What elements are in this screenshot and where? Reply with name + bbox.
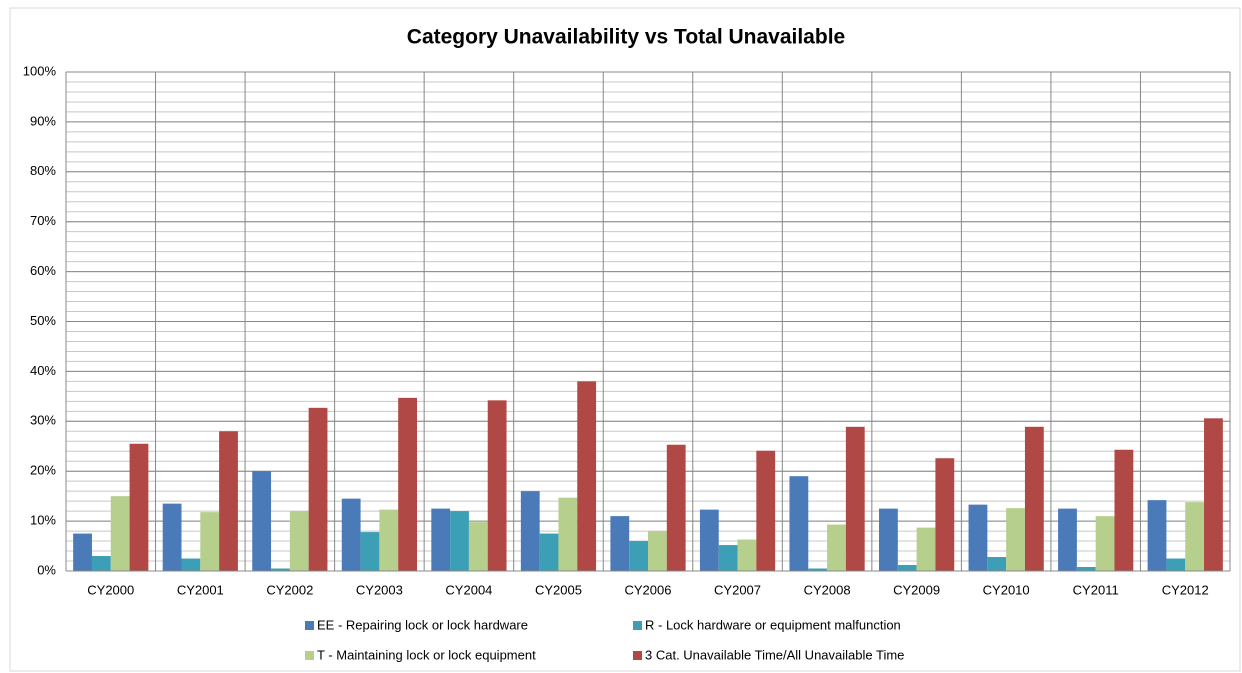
bar bbox=[968, 504, 988, 571]
y-tick-label: 40% bbox=[30, 363, 56, 378]
bar bbox=[539, 533, 559, 571]
legend-swatch bbox=[305, 621, 314, 630]
bar bbox=[450, 511, 469, 571]
bar bbox=[219, 431, 238, 571]
bar bbox=[879, 508, 898, 571]
x-tick-label: CY2001 bbox=[177, 582, 224, 597]
bar bbox=[271, 568, 290, 571]
chart-title: Category Unavailability vs Total Unavail… bbox=[407, 26, 845, 49]
legend-swatch bbox=[633, 651, 642, 660]
bar bbox=[987, 557, 1007, 571]
bar bbox=[1095, 516, 1115, 571]
x-tick-label: CY2003 bbox=[356, 582, 403, 597]
x-tick-label: CY2008 bbox=[804, 582, 851, 597]
bar bbox=[789, 476, 809, 571]
y-tick-label: 100% bbox=[23, 63, 57, 78]
bar bbox=[398, 397, 417, 571]
bar bbox=[1076, 567, 1096, 571]
bar bbox=[1006, 508, 1025, 571]
x-tick-label: CY2006 bbox=[625, 582, 672, 597]
x-tick-label: CY2004 bbox=[445, 582, 492, 597]
bar bbox=[916, 527, 936, 571]
legend-swatch bbox=[633, 621, 642, 630]
x-tick-label: CY2002 bbox=[266, 582, 313, 597]
bar bbox=[648, 531, 667, 571]
bar bbox=[935, 458, 955, 571]
y-tick-label: 70% bbox=[30, 213, 56, 228]
bar bbox=[808, 568, 828, 571]
x-tick-label: CY2000 bbox=[87, 582, 134, 597]
legend-label: EE - Repairing lock or lock hardware bbox=[317, 617, 528, 632]
x-tick-label: CY2012 bbox=[1162, 582, 1209, 597]
bar bbox=[181, 558, 201, 571]
bar bbox=[341, 498, 361, 571]
y-tick-label: 20% bbox=[30, 463, 56, 478]
bar bbox=[1058, 508, 1077, 571]
y-tick-label: 80% bbox=[30, 163, 56, 178]
x-tick-label: CY2009 bbox=[893, 582, 940, 597]
bar bbox=[1166, 558, 1186, 571]
bar bbox=[379, 509, 399, 571]
legend-label: 3 Cat. Unavailable Time/All Unavailable … bbox=[645, 647, 904, 662]
bar bbox=[308, 407, 328, 571]
bar bbox=[558, 497, 578, 571]
y-tick-label: 10% bbox=[30, 513, 56, 528]
bar bbox=[487, 400, 507, 571]
y-tick-label: 50% bbox=[30, 313, 56, 328]
bar bbox=[289, 511, 309, 571]
bar bbox=[737, 539, 757, 571]
bar bbox=[468, 522, 488, 571]
bar bbox=[666, 444, 686, 571]
bar bbox=[610, 516, 630, 571]
chart-frame bbox=[9, 7, 1241, 672]
bar bbox=[827, 524, 846, 571]
bar bbox=[252, 471, 272, 571]
y-tick-label: 30% bbox=[30, 413, 56, 428]
bar bbox=[110, 496, 130, 571]
bar bbox=[162, 503, 182, 571]
y-tick-label: 60% bbox=[30, 263, 56, 278]
bar bbox=[845, 426, 865, 571]
bar bbox=[520, 491, 540, 571]
y-tick-label: 0% bbox=[37, 562, 56, 577]
x-tick-label: CY2011 bbox=[1073, 582, 1119, 597]
bar bbox=[73, 533, 92, 571]
bar bbox=[1147, 500, 1167, 571]
bar bbox=[756, 450, 776, 571]
bar bbox=[1204, 418, 1223, 571]
bar bbox=[629, 541, 648, 571]
x-tick-label: CY2005 bbox=[535, 582, 582, 597]
legend-label: T - Maintaining lock or lock equipment bbox=[317, 647, 536, 662]
bar bbox=[129, 443, 149, 571]
bar bbox=[200, 512, 220, 571]
x-tick-label: CY2007 bbox=[714, 582, 761, 597]
bar bbox=[360, 532, 380, 571]
legend-swatch bbox=[305, 651, 314, 660]
legend-label: R - Lock hardware or equipment malfuncti… bbox=[645, 617, 901, 632]
x-tick-label: CY2010 bbox=[983, 582, 1030, 597]
bar bbox=[431, 508, 451, 571]
bar bbox=[577, 381, 597, 571]
bar bbox=[699, 509, 719, 571]
bar bbox=[897, 565, 917, 571]
bar bbox=[718, 545, 738, 571]
bar bbox=[1114, 449, 1134, 571]
y-tick-label: 90% bbox=[30, 113, 56, 128]
bar bbox=[1185, 502, 1205, 571]
bar bbox=[1024, 426, 1044, 571]
bar bbox=[91, 556, 111, 571]
